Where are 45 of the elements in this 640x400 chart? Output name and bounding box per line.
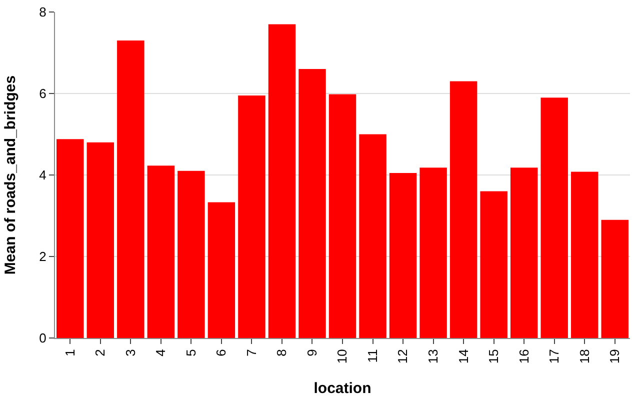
bar bbox=[510, 168, 538, 338]
y-tick-label: 8 bbox=[39, 4, 46, 20]
x-tick-label: 19 bbox=[607, 349, 622, 364]
y-tick-label: 6 bbox=[39, 86, 46, 102]
bar bbox=[298, 69, 326, 338]
x-tick-label: 6 bbox=[214, 349, 229, 356]
x-tick-label: 9 bbox=[304, 349, 320, 356]
bar bbox=[117, 40, 144, 338]
x-tick-label: 7 bbox=[244, 349, 259, 356]
bar bbox=[328, 94, 356, 338]
x-tick-label: 10 bbox=[334, 349, 350, 364]
x-tick-label: 14 bbox=[456, 349, 471, 364]
bar bbox=[420, 168, 447, 338]
bar bbox=[570, 172, 598, 338]
bar bbox=[359, 134, 386, 338]
x-axis-title: location bbox=[314, 380, 372, 397]
x-tick-label: 17 bbox=[546, 349, 562, 364]
bar bbox=[389, 172, 417, 338]
x-tick-label: 16 bbox=[516, 349, 532, 364]
x-tick-label: 4 bbox=[153, 349, 168, 356]
bar bbox=[480, 191, 508, 338]
x-tick-label: 1 bbox=[62, 349, 78, 356]
bar bbox=[450, 81, 478, 338]
x-tick-label: 5 bbox=[183, 349, 198, 356]
y-tick-label: 0 bbox=[39, 330, 46, 346]
x-tick-label: 12 bbox=[395, 349, 410, 364]
bar bbox=[178, 170, 205, 338]
bar bbox=[86, 142, 114, 338]
bar bbox=[238, 96, 266, 338]
bar bbox=[268, 24, 296, 338]
bar bbox=[208, 202, 236, 338]
bar bbox=[601, 220, 628, 338]
bar bbox=[540, 98, 568, 338]
bar bbox=[56, 139, 84, 338]
y-tick-label: 4 bbox=[39, 168, 46, 183]
x-tick-label: 15 bbox=[486, 349, 502, 364]
x-tick-label: 18 bbox=[576, 349, 592, 364]
y-tick-label: 2 bbox=[39, 249, 46, 264]
y-axis-title: Mean of roads_and_bridges bbox=[2, 75, 19, 275]
bar bbox=[147, 166, 175, 338]
x-tick-label: 8 bbox=[274, 349, 290, 356]
x-tick-label: 13 bbox=[426, 349, 441, 364]
x-tick-label: 2 bbox=[92, 349, 108, 356]
x-tick-label: 11 bbox=[364, 349, 380, 363]
x-tick-label: 3 bbox=[122, 349, 138, 356]
